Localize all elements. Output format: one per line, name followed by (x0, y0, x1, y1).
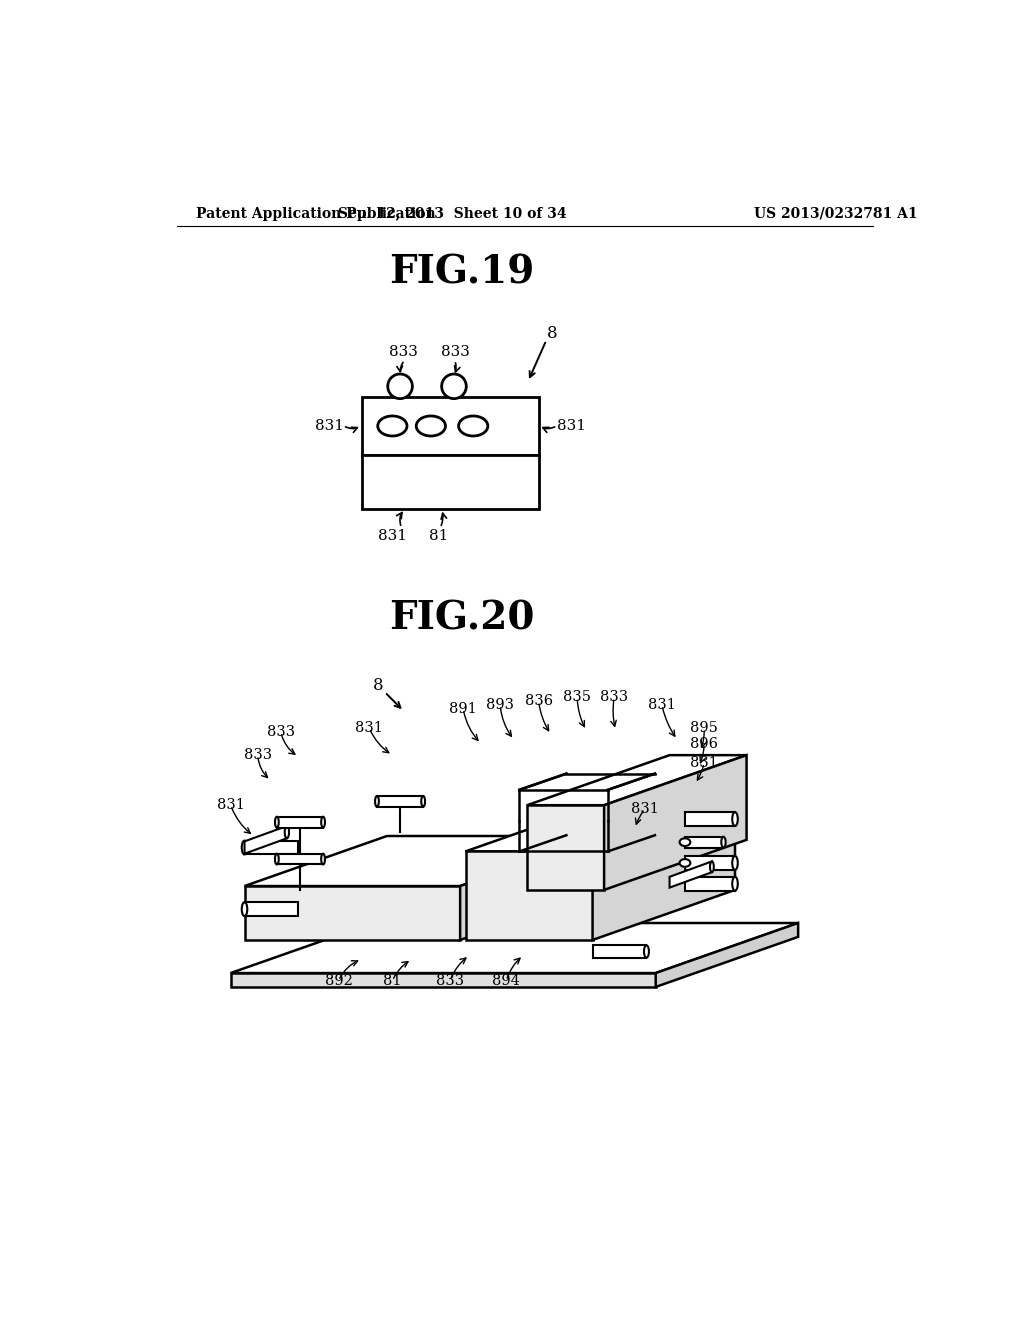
Text: 836: 836 (524, 694, 553, 709)
Text: 891: 891 (450, 702, 477, 715)
Polygon shape (276, 854, 323, 865)
Text: FIG.19: FIG.19 (389, 253, 535, 292)
Text: 831: 831 (556, 418, 586, 433)
Ellipse shape (721, 837, 726, 847)
Ellipse shape (732, 812, 737, 826)
Text: 833: 833 (244, 748, 271, 762)
Polygon shape (604, 755, 746, 890)
Polygon shape (466, 851, 593, 940)
Polygon shape (245, 826, 287, 854)
Polygon shape (527, 755, 746, 805)
Text: 831: 831 (355, 721, 383, 735)
Polygon shape (361, 455, 539, 508)
Text: 894: 894 (493, 974, 520, 987)
Ellipse shape (680, 838, 690, 846)
Ellipse shape (375, 796, 379, 807)
Ellipse shape (644, 945, 649, 958)
Ellipse shape (416, 416, 445, 436)
Ellipse shape (710, 862, 714, 873)
Polygon shape (361, 397, 539, 455)
Text: 831: 831 (378, 529, 407, 543)
Text: US 2013/0232781 A1: US 2013/0232781 A1 (755, 207, 918, 220)
Polygon shape (245, 836, 602, 886)
Ellipse shape (322, 854, 325, 865)
Text: Sep. 12, 2013  Sheet 10 of 34: Sep. 12, 2013 Sheet 10 of 34 (338, 207, 566, 220)
Polygon shape (230, 923, 798, 973)
Polygon shape (527, 805, 604, 890)
Ellipse shape (459, 416, 487, 436)
Polygon shape (685, 812, 735, 826)
Circle shape (441, 374, 466, 399)
Ellipse shape (242, 841, 247, 854)
Text: 833: 833 (441, 346, 470, 359)
Text: 831: 831 (648, 698, 676, 711)
Polygon shape (276, 817, 323, 828)
Text: 895: 895 (690, 721, 718, 735)
Text: 8: 8 (373, 677, 384, 694)
Text: 893: 893 (486, 698, 514, 711)
Text: 833: 833 (389, 346, 419, 359)
Polygon shape (670, 862, 712, 887)
Ellipse shape (732, 857, 737, 870)
Ellipse shape (378, 416, 407, 436)
Ellipse shape (285, 826, 289, 838)
Text: Patent Application Publication: Patent Application Publication (196, 207, 435, 220)
Polygon shape (593, 801, 735, 940)
Ellipse shape (421, 796, 425, 807)
Text: 833: 833 (600, 690, 628, 705)
Ellipse shape (680, 859, 690, 867)
Polygon shape (377, 796, 423, 807)
Polygon shape (655, 923, 798, 987)
Ellipse shape (732, 876, 737, 891)
Polygon shape (245, 886, 460, 940)
Polygon shape (230, 973, 655, 987)
Text: 892: 892 (325, 974, 352, 987)
Polygon shape (593, 945, 646, 958)
Polygon shape (685, 876, 735, 891)
Polygon shape (245, 841, 298, 854)
Text: 831: 831 (217, 799, 245, 812)
Text: 831: 831 (631, 803, 658, 816)
Text: 833: 833 (266, 725, 295, 739)
Text: 835: 835 (563, 690, 591, 705)
Text: 8: 8 (547, 326, 557, 342)
Text: 833: 833 (436, 974, 464, 987)
Text: 896: 896 (690, 737, 718, 751)
Ellipse shape (275, 854, 279, 865)
Circle shape (388, 374, 413, 399)
Polygon shape (460, 836, 602, 940)
Polygon shape (685, 857, 735, 870)
Polygon shape (245, 903, 298, 916)
Text: FIG.20: FIG.20 (389, 599, 535, 638)
Ellipse shape (322, 817, 325, 828)
Polygon shape (685, 837, 724, 847)
Text: 831: 831 (690, 756, 718, 770)
Text: 81: 81 (383, 974, 401, 987)
Text: 81: 81 (429, 529, 449, 543)
Ellipse shape (242, 903, 247, 916)
Polygon shape (466, 801, 735, 851)
Text: 831: 831 (314, 418, 344, 433)
Ellipse shape (275, 817, 279, 828)
